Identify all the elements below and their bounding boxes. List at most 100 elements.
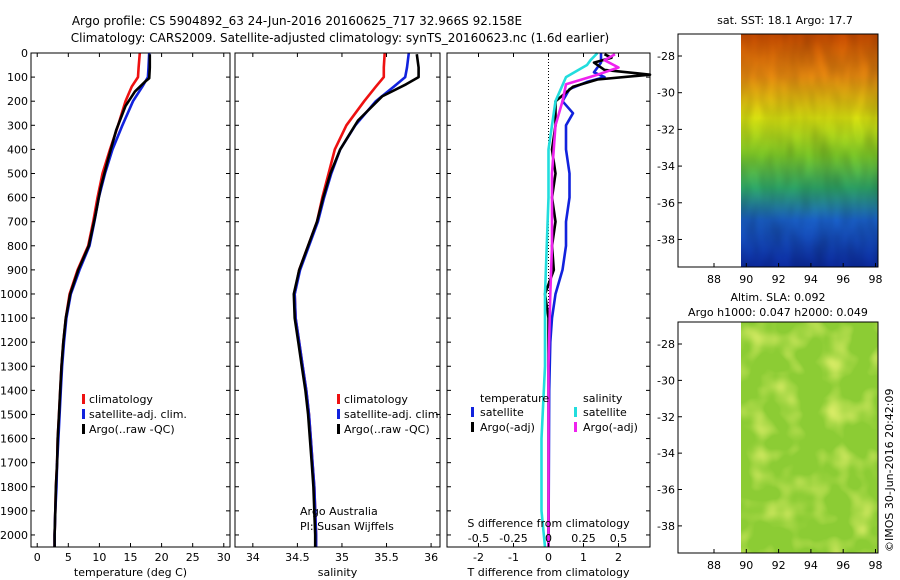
ytick-label: 2000 xyxy=(0,529,28,542)
sla-map: Altim. SLA: 0.092 Argo h1000: 0.047 h200… xyxy=(657,291,882,572)
xtick2-label: 0.5 xyxy=(610,532,628,545)
map-xtick-label: 94 xyxy=(804,559,818,572)
xtick-label: 0 xyxy=(545,551,552,564)
map-xtick-label: 92 xyxy=(772,559,786,572)
legend-label: Argo(-adj) xyxy=(480,421,535,434)
map-xtick-label: 96 xyxy=(836,559,850,572)
panel-difference: -2 -1 0 1 2 T difference from climatology -0.5… xyxy=(446,52,652,579)
legend-label: Argo(..raw -QC) xyxy=(344,423,430,436)
title-line2: Climatology: CARS2009. Satellite-adjuste… xyxy=(71,31,609,45)
legend-label: Argo(-adj) xyxy=(583,421,638,434)
legend-label: satellite-adj. clim. xyxy=(344,408,442,421)
ytick-label: 1800 xyxy=(0,481,28,494)
x-axis-label: temperature (deg C) xyxy=(74,566,187,579)
legend-swatch xyxy=(574,407,577,417)
ytick-label: 1300 xyxy=(0,360,28,373)
sla-texture xyxy=(741,322,878,553)
map-xtick-label: 96 xyxy=(836,273,850,286)
xtick-label: 34 xyxy=(246,551,260,564)
xtick-label: 0 xyxy=(34,551,41,564)
legend-swatch xyxy=(337,409,340,419)
legend-swatch xyxy=(337,424,340,434)
map-xtick-label: 98 xyxy=(869,273,883,286)
legend-label: climatology xyxy=(89,393,153,406)
legend-swatch xyxy=(471,407,474,417)
sst-texture xyxy=(741,34,878,267)
xtick-label: 35.5 xyxy=(374,551,399,564)
map-xtick-label: 88 xyxy=(707,559,721,572)
sla-map-title2: Argo h1000: 0.047 h2000: 0.049 xyxy=(688,306,868,319)
map-ytick-label: -30 xyxy=(657,87,675,100)
xtick2-label: 0 xyxy=(545,532,552,545)
legend-label: climatology xyxy=(344,393,408,406)
map-ytick-label: -30 xyxy=(657,374,675,387)
ytick-label: 0 xyxy=(21,47,28,60)
ytick-label: 700 xyxy=(7,216,28,229)
x-axis-label-2: S difference from climatology xyxy=(467,517,630,530)
xtick-label: 36 xyxy=(424,551,438,564)
sla-map-axes: 88 90 92 94 96 98 -28 -30 -32 -34 -36 -38 xyxy=(657,338,882,572)
xtick-label: -2 xyxy=(473,551,484,564)
legend-swatch xyxy=(337,394,340,404)
xtick-label: 30 xyxy=(217,551,231,564)
axes-frame-temperature xyxy=(30,52,231,548)
map-xtick-label: 98 xyxy=(869,559,883,572)
sst-map-axes: 88 90 92 94 96 98 -28 -30 -32 -34 -36 -38 xyxy=(657,50,882,286)
map-ytick-label: -34 xyxy=(657,160,675,173)
panel-temperature: 0 5 10 15 20 25 30 temperature (deg C) 0 100 200 30… xyxy=(0,47,231,579)
series-temperature-0 xyxy=(53,52,142,547)
series-temperature-2 xyxy=(53,54,152,547)
map-xtick-label: 88 xyxy=(707,273,721,286)
ytick-label: 400 xyxy=(7,143,28,156)
xtick-label: 34.5 xyxy=(285,551,310,564)
map-ytick-label: -38 xyxy=(657,233,675,246)
ytick-label: 900 xyxy=(7,264,28,277)
map-ytick-label: -32 xyxy=(657,123,675,136)
series-difference-3 xyxy=(547,53,620,547)
footer-timestamp: ©IMOS 30-Jun-2016 20:42:09 xyxy=(883,388,896,552)
series-difference-0 xyxy=(547,53,606,548)
series-difference-1 xyxy=(543,53,652,547)
legend-title-temperature: temperature xyxy=(480,392,549,405)
map-ytick-label: -34 xyxy=(657,447,675,460)
ytick-label: 1900 xyxy=(0,505,28,518)
xtick2-label: -0.25 xyxy=(499,532,527,545)
ytick-label: 1000 xyxy=(0,288,28,301)
xtick2-label: -0.5 xyxy=(468,532,489,545)
legend-label: satellite xyxy=(583,406,627,419)
map-ytick-label: -38 xyxy=(657,520,675,533)
ytick-label: 800 xyxy=(7,240,28,253)
xtick-label: 25 xyxy=(186,551,200,564)
sst-map-frame xyxy=(677,33,879,268)
xtick-label: 1 xyxy=(580,551,587,564)
legend-swatch xyxy=(82,394,85,404)
ytick-label: 1100 xyxy=(0,312,28,325)
sla-map-frame xyxy=(677,321,879,554)
ytick-label: 1700 xyxy=(0,457,28,470)
legend-swatch xyxy=(574,422,577,432)
map-ytick-label: -36 xyxy=(657,197,675,210)
panel-salinity: 34 34.5 35 35.5 36 salinity climatology satelli… xyxy=(234,52,442,579)
series-salinity-2 xyxy=(292,54,420,547)
ytick-label: 100 xyxy=(7,71,28,84)
legend-swatch xyxy=(82,424,85,434)
map-ytick-label: -36 xyxy=(657,484,675,497)
ytick-label: 1600 xyxy=(0,433,28,446)
series-difference-2 xyxy=(540,52,599,548)
map-xtick-label: 94 xyxy=(804,273,818,286)
ytick-label: 1200 xyxy=(0,336,28,349)
sst-map-title: sat. SST: 18.1 Argo: 17.7 xyxy=(717,14,853,27)
xtick-label: 2 xyxy=(615,551,622,564)
map-ytick-label: -28 xyxy=(657,338,675,351)
x-axis-label: T difference from climatology xyxy=(467,566,630,579)
ytick-label: 1500 xyxy=(0,408,28,421)
ytick-label: 300 xyxy=(7,119,28,132)
sla-map-title1: Altim. SLA: 0.092 xyxy=(730,291,825,304)
title-line1: Argo profile: CS 5904892_63 24-Jun-2016 … xyxy=(72,14,522,28)
series-salinity-0 xyxy=(293,52,386,547)
map-xtick-label: 90 xyxy=(739,559,753,572)
legend-swatch xyxy=(82,409,85,419)
legend-label: satellite-adj. clim. xyxy=(89,408,187,421)
